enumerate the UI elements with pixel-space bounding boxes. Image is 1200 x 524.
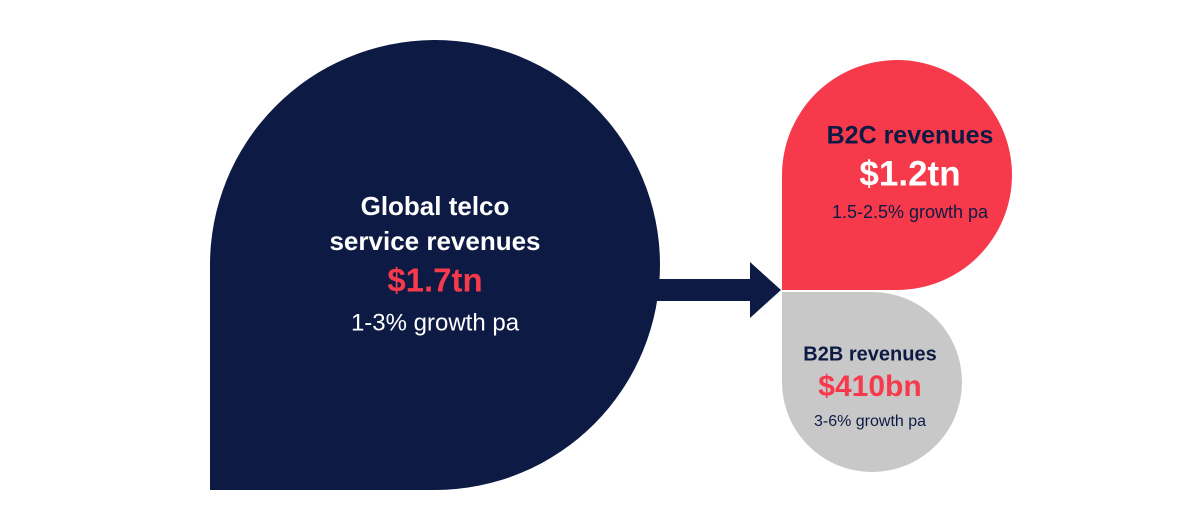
node-title: service revenues: [329, 226, 540, 256]
node-title: B2B revenues: [803, 343, 936, 365]
node-amount: $410bn: [818, 370, 921, 403]
node-growth: 1-3% growth pa: [351, 309, 520, 336]
b2c-shape: [782, 60, 1012, 290]
arrow: [612, 262, 781, 318]
node-growth: 1.5-2.5% growth pa: [832, 202, 989, 222]
node-title: B2C revenues: [827, 122, 994, 150]
global-shape: [209, 40, 660, 490]
b2b-shape: [782, 292, 962, 472]
node-title: Global telco: [361, 191, 510, 221]
node-amount: $1.2tn: [859, 154, 960, 193]
node-amount: $1.7tn: [387, 262, 482, 299]
node-growth: 3-6% growth pa: [814, 413, 926, 430]
